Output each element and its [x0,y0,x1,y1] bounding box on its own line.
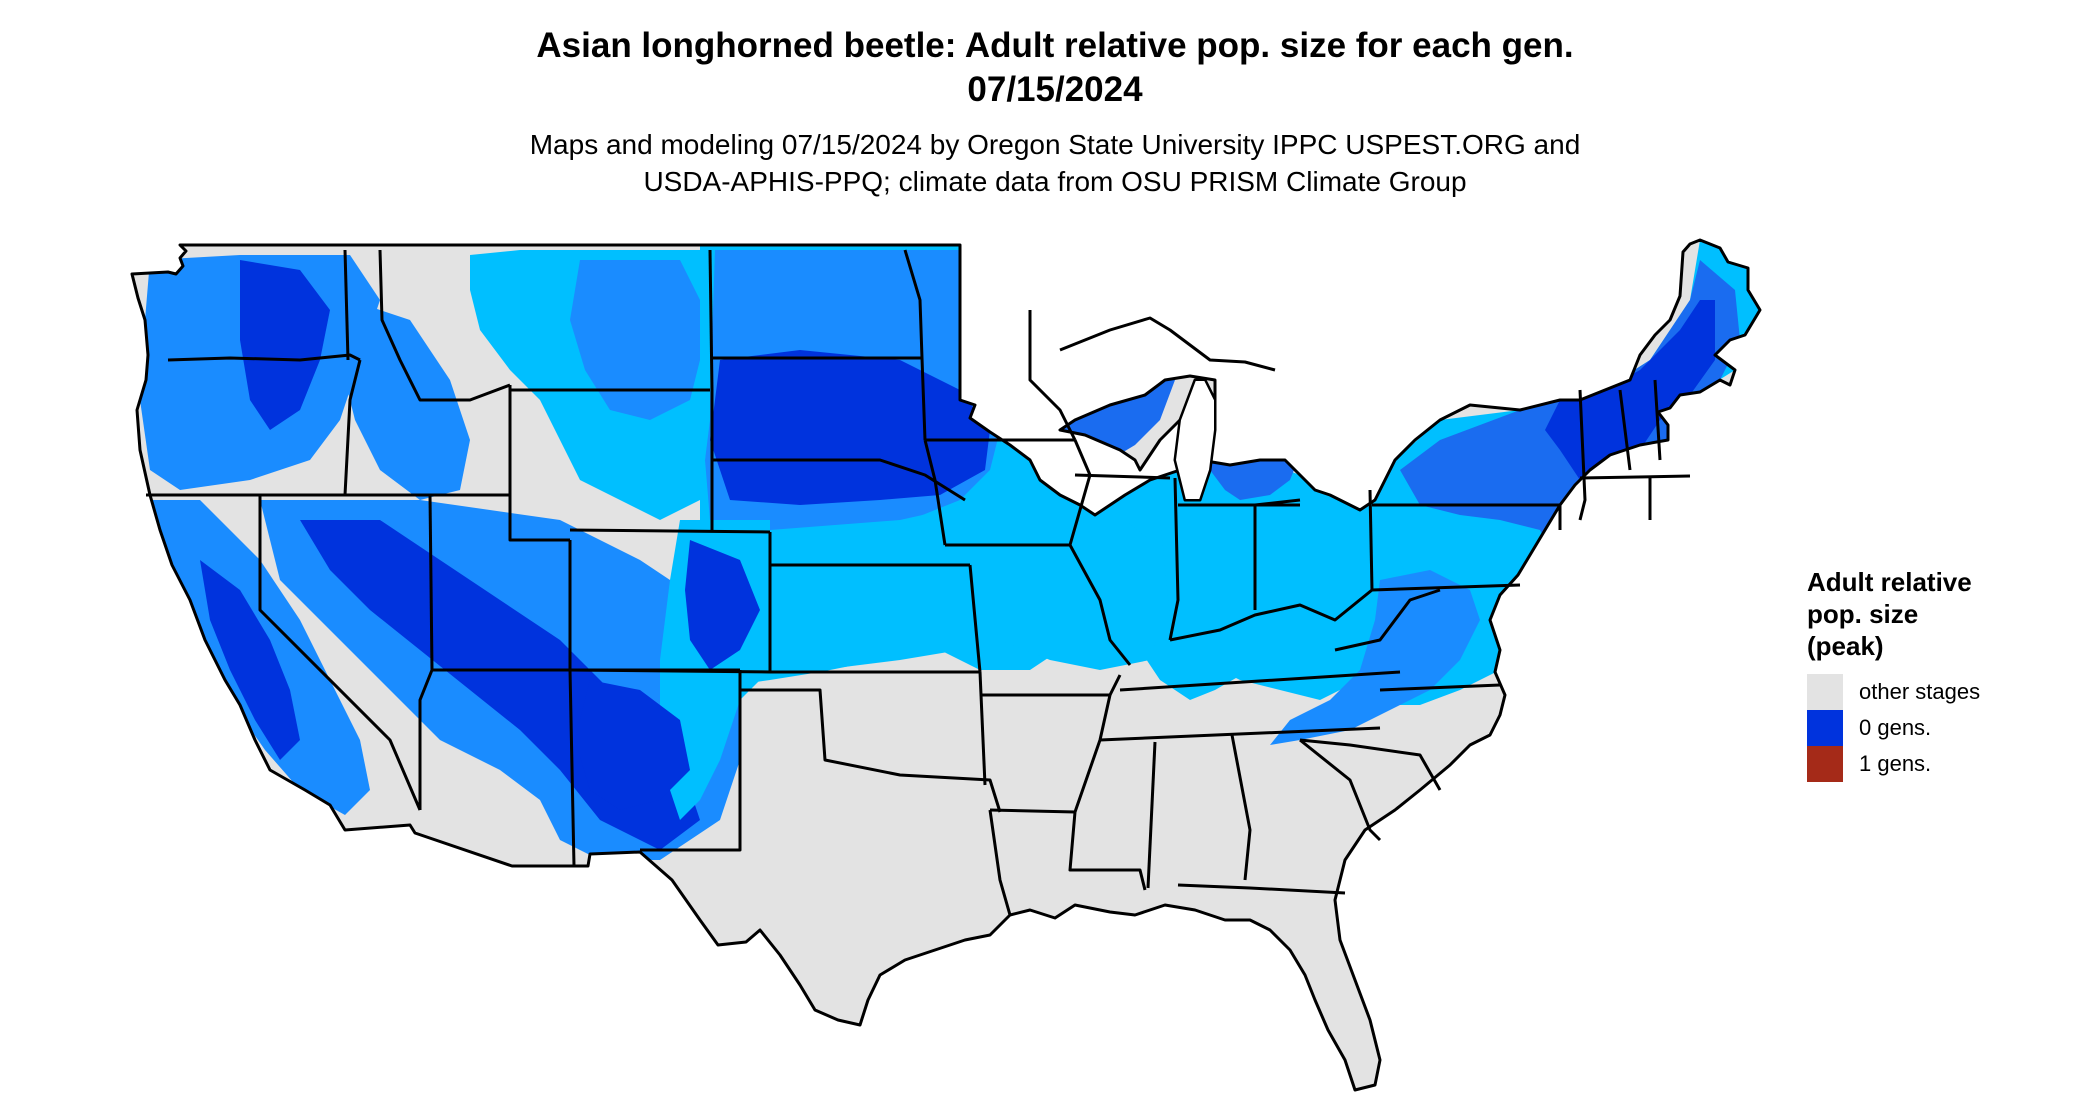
legend-item: 1 gens. [1807,746,2067,782]
legend-item: other stages [1807,674,2067,710]
legend-swatch [1807,746,1843,782]
dakotas-darkblue-region [710,350,990,505]
border-nd-mn [903,249,927,441]
colorado-darkblue-region [685,540,760,670]
border-wa-or [167,353,361,362]
legend-label: 1 gens. [1859,751,1932,776]
border-az-nm [568,669,576,867]
border-tn-south [1099,726,1381,742]
border-oh-ky-wv [1169,588,1373,642]
border-ga-fl [1177,883,1346,895]
new-mexico-darkblue-region [575,680,690,810]
border-nc-sc [1299,738,1442,791]
border-tx-la [988,809,1012,916]
legend-item: 0 gens. [1807,710,2067,746]
border-nc-va [1379,683,1501,692]
legend-title-line2: pop. size [1807,599,1919,629]
border-nv-az [418,669,434,810]
border-id-mt [378,249,511,402]
map-title-line1: Asian longhorned beetle: Adult relative … [536,26,1574,65]
border-co-nm [569,668,771,674]
legend-items: other stages 0 gens. 1 gens. [1807,674,2067,782]
border-il-mo [1068,544,1132,666]
border-ky-tn [1119,670,1401,692]
idaho-blue-region [340,300,470,500]
border-ok-tx [740,688,1002,813]
border-mn-wi [1028,310,1077,441]
map-subtitle-line2: USDA-APHIS-PPQ; climate data from OSU PR… [643,166,1467,197]
border-va-wv [1334,588,1441,652]
legend-label: 0 gens. [1859,715,1932,740]
border-ia-il [1068,439,1092,546]
border-oh-mi [1254,498,1301,507]
border-ny-newengland [1578,389,1587,521]
newengland-darkblue-region [1545,300,1715,500]
border-ms-al [1146,741,1157,889]
border-ca-nv [258,495,422,811]
border-oh-pa [1368,489,1374,591]
appalachian-blue-region [1270,570,1480,745]
border-wa-id [343,249,350,361]
sierra-darkblue-region [200,560,300,760]
border-ne-ia [923,439,947,546]
michigan-wisconsin-blue-region [1030,330,1180,470]
legend: Adult relative pop. size (peak) other st… [1807,566,2067,782]
upper-peninsula-border [1059,316,1276,372]
border-nm-tx [640,670,742,852]
border-nh-me [1653,379,1662,461]
legend-title: Adult relative pop. size (peak) [1807,566,2007,662]
border-pa-ny [1372,503,1562,530]
map-subtitle: Maps and modeling 07/15/2024 by Oregon S… [360,126,1750,200]
border-nv-ut [428,494,434,671]
border-ks-mo [968,564,982,673]
border-vt-nh [1618,389,1632,471]
legend-label: other stages [1859,679,1981,704]
state-borders [130,238,1762,1092]
legend-swatch [1807,710,1843,746]
legend-title-line3: (peak) [1807,631,1884,661]
border-wy-co [569,528,771,534]
border-ar-la [989,808,1076,814]
border-al-ga [1230,734,1252,881]
lake-michigan [1173,379,1216,501]
montana-blue-region [570,260,700,420]
ohio-valley-lightblue-region [1160,510,1420,700]
legend-swatch [1807,674,1843,710]
border-ut-wy [508,495,570,542]
border-ma-ct [1579,474,1691,480]
map-subtitle-line1: Maps and modeling 07/15/2024 by Oregon S… [529,129,1581,160]
border-or-id [343,359,362,496]
border-il-in [1168,477,1180,641]
map-title: Asian longhorned beetle: Adult relative … [380,24,1730,112]
border-mt-nd [708,249,714,391]
legend-title-line1: Adult relative [1807,567,1972,597]
border-la-ms [1068,811,1147,891]
border-pa-south [1371,583,1521,592]
cascades-darkblue-region [240,260,330,430]
map-title-date: 07/15/2024 [967,70,1143,109]
border-ga-sc [1299,738,1382,842]
border-sd-ne [712,458,966,502]
border-ok-ar [978,671,987,786]
